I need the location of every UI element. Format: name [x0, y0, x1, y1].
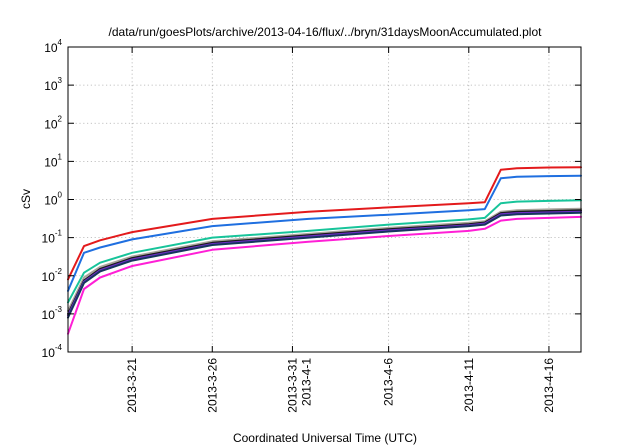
series-line-5 [67, 209, 582, 315]
series-layer [67, 166, 582, 335]
y-tick-label: 102 [44, 114, 62, 131]
y-tick-label: 10-2 [42, 267, 63, 284]
series-line-1 [67, 166, 582, 281]
y-tick-label: 10-1 [42, 229, 63, 246]
x-tick-label: 2013-3-21 [125, 358, 139, 413]
y-tick-label: 10-3 [42, 305, 63, 322]
chart-title: /data/run/goesPlots/archive/2013-04-16/f… [109, 25, 543, 39]
y-tick-label: 104 [44, 38, 62, 55]
y-tick-label: 10-4 [42, 343, 63, 360]
x-tick-label: 2013-3-26 [205, 358, 219, 413]
y-tick-label: 103 [44, 76, 62, 93]
y-axis-label: cSv [19, 189, 33, 209]
series-line-3 [67, 199, 582, 304]
series-line-7 [67, 211, 582, 319]
x-axis-label: Coordinated Universal Time (UTC) [233, 431, 417, 445]
y-tick-label: 100 [44, 191, 62, 208]
series-line-6 [67, 210, 582, 317]
series-line-4 [67, 207, 582, 312]
x-tick-label: 2013-4-6 [382, 358, 396, 406]
series-line-2 [67, 174, 582, 292]
grid-layer [68, 46, 581, 353]
x-tick-label: 2013-3-31 [285, 358, 299, 413]
tick-layer: 10-4 10-3 10-2 10-1 100 101 102 103 104 2013-3-21… [42, 38, 581, 413]
series-line-8 [67, 215, 582, 335]
x-tick-label: 2013-4-11 [462, 358, 476, 412]
x-tick-label: 2013-4-1 [299, 358, 313, 406]
x-tick-label: 2013-4-16 [542, 358, 556, 413]
y-tick-label: 101 [44, 152, 62, 169]
